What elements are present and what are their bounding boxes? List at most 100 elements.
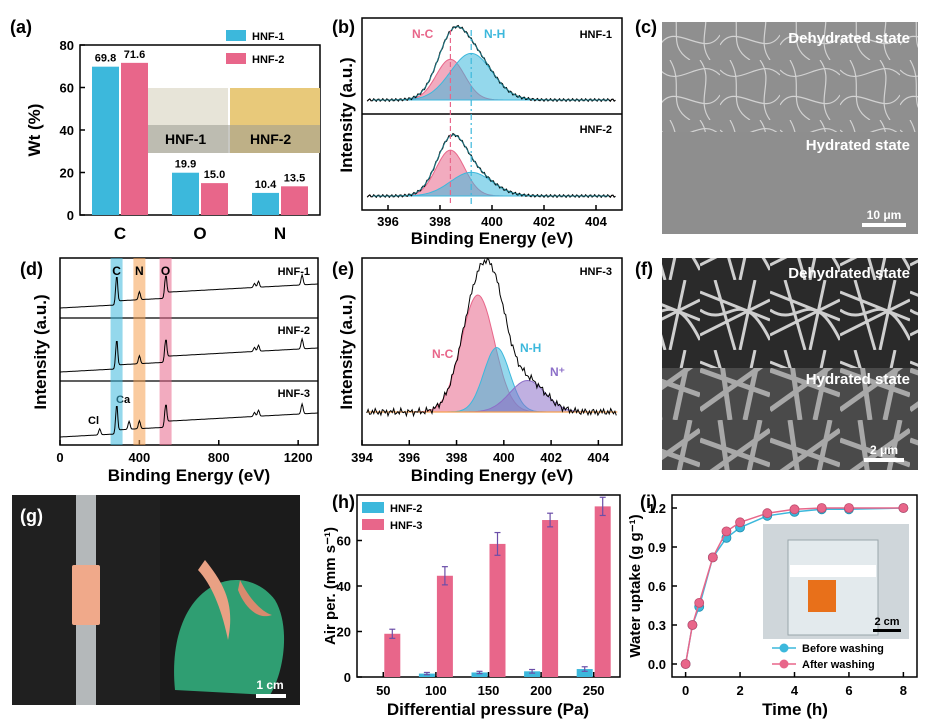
legend-marker-after <box>779 659 789 669</box>
x-tick-label: 400 <box>129 450 151 465</box>
spectrum-line <box>366 257 617 418</box>
data-point <box>707 552 718 563</box>
panel-c-scale-bar <box>862 223 906 227</box>
bar <box>384 633 401 677</box>
x-tick-label: 1200 <box>284 450 313 465</box>
legend-swatch-hnf1 <box>226 30 246 41</box>
x-tick-label: 4 <box>791 683 799 698</box>
bar <box>201 183 228 215</box>
peak-e-nplus: N⁺ <box>550 365 565 379</box>
sem-dehydrated-image <box>662 22 918 132</box>
panel-a-ylabel: Wt (%) <box>25 104 44 157</box>
panel-e-label: (e) <box>332 259 354 279</box>
y-tick-label: 0.3 <box>648 618 666 633</box>
envelope-line <box>372 26 609 101</box>
panel-c: (c) Dehydrated state Hydrated state 10 μ… <box>635 17 918 234</box>
y-tick-label: 20 <box>60 166 74 181</box>
bar <box>542 520 559 677</box>
data-point <box>816 503 827 513</box>
legend-swatch-h-hnf3 <box>362 519 384 530</box>
panel-h-marks: 0 20 40 60 50 100 150 200 250 <box>337 496 611 698</box>
hnf2-photo-label: HNF-2 <box>250 131 291 147</box>
panel-g-scale-label: 1 cm <box>256 678 283 692</box>
legend-swatch-h-hnf2 <box>362 502 384 513</box>
bar-value-label: 69.8 <box>95 53 116 65</box>
panel-d-hnf2-label: HNF-2 <box>278 325 310 337</box>
panel-d-label: (d) <box>20 259 43 279</box>
y-tick-label: 60 <box>60 81 74 96</box>
panel-g: (g) 1 cm <box>12 495 300 705</box>
panel-h-xlabel: Differential pressure (Pa) <box>387 700 589 719</box>
y-tick-label: 20 <box>337 625 351 640</box>
x-category-label: C <box>114 224 126 243</box>
panel-h-label: (h) <box>332 492 355 512</box>
bar-value-label: 19.9 <box>175 159 196 171</box>
bar <box>172 172 199 215</box>
y-tick-label: 0.0 <box>648 657 666 672</box>
y-tick-label: 40 <box>337 579 351 594</box>
x-tick-label: 400 <box>493 450 515 465</box>
x-tick-label: 200 <box>530 683 552 698</box>
bar <box>281 186 308 215</box>
legend-swatch-hnf2 <box>226 53 246 64</box>
annotation-cl: Cl <box>88 415 99 427</box>
panel-c-top-text: Dehydrated state <box>788 30 910 47</box>
peak-label-nc: N-C <box>412 27 434 41</box>
x-tick-label: 250 <box>583 683 605 698</box>
panel-e-title: HNF-3 <box>580 266 612 278</box>
panel-d-xlabel: Binding Energy (eV) <box>108 466 270 485</box>
panel-g-scale-bar <box>256 694 286 698</box>
panel-e-ylabel: Intensity (a.u.) <box>337 294 356 409</box>
legend-h-hnf2: HNF-2 <box>390 503 422 515</box>
panel-b-hnf1-label: HNF-1 <box>580 29 612 41</box>
data-point <box>687 620 698 630</box>
panel-f-scale-label: 2 μm <box>870 443 898 457</box>
peak-label-nh: N-H <box>484 27 505 41</box>
survey-spectrum <box>60 402 318 438</box>
panel-b-xlabel: Binding Energy (eV) <box>411 229 573 248</box>
panel-a-label: (a) <box>10 17 32 37</box>
survey-spectrum <box>60 273 318 309</box>
panel-e-axes <box>361 257 623 446</box>
data-point <box>762 508 773 519</box>
data-point <box>898 503 909 513</box>
panel-f-bottom-text: Hydrated state <box>806 371 910 388</box>
panel-b-ylabel: Intensity (a.u.) <box>337 57 356 172</box>
panel-c-bottom-text: Hydrated state <box>806 137 910 154</box>
data-point <box>680 659 691 669</box>
y-tick-label: 80 <box>60 38 74 53</box>
element-band <box>110 258 123 445</box>
panel-b-hnf2-label: HNF-2 <box>580 124 612 136</box>
x-tick-label: 100 <box>425 683 447 698</box>
panel-f-top-text: Dehydrated state <box>788 265 910 282</box>
y-tick-label: 0.6 <box>648 579 666 594</box>
panel-i-label: (i) <box>640 492 657 512</box>
panel-d: (d) Intensity (a.u.) Binding Energy (eV)… <box>20 257 319 485</box>
data-point <box>721 526 732 537</box>
survey-spectrum <box>60 337 318 373</box>
x-category-label: N <box>274 224 286 243</box>
panel-i-ylabel: Water uptake (g g⁻¹) <box>627 514 644 657</box>
folded-membrane-2 <box>238 580 272 617</box>
x-tick-label: 2 <box>736 683 743 698</box>
bar-value-label: 10.4 <box>255 179 277 191</box>
panel-d-hnf1-label: HNF-1 <box>278 266 310 278</box>
peak-e-nc: N-C <box>432 347 454 361</box>
x-tick-label: 402 <box>540 450 562 465</box>
sem-f-dehydrated-image <box>662 258 918 368</box>
membrane-in-water <box>808 580 836 612</box>
legend-hnf2: HNF-2 <box>252 54 284 66</box>
x-tick-label: 400 <box>481 214 503 229</box>
bar-value-label: 15.0 <box>204 169 225 181</box>
panel-d-hnf3-label: HNF-3 <box>278 388 310 400</box>
photo-label-strip <box>140 125 320 153</box>
envelope-line <box>372 134 609 197</box>
bar <box>524 671 541 677</box>
sem-f-hydrated-image <box>662 368 918 470</box>
x-tick-label: 398 <box>429 214 451 229</box>
panel-e-xlabel: Binding Energy (eV) <box>411 466 573 485</box>
panel-c-label: (c) <box>635 17 657 37</box>
bar-value-label: 13.5 <box>284 172 305 184</box>
panel-h: (h) Air per. (mm s⁻¹) Differential press… <box>322 492 621 719</box>
hnf1-photo-label: HNF-1 <box>165 131 206 147</box>
